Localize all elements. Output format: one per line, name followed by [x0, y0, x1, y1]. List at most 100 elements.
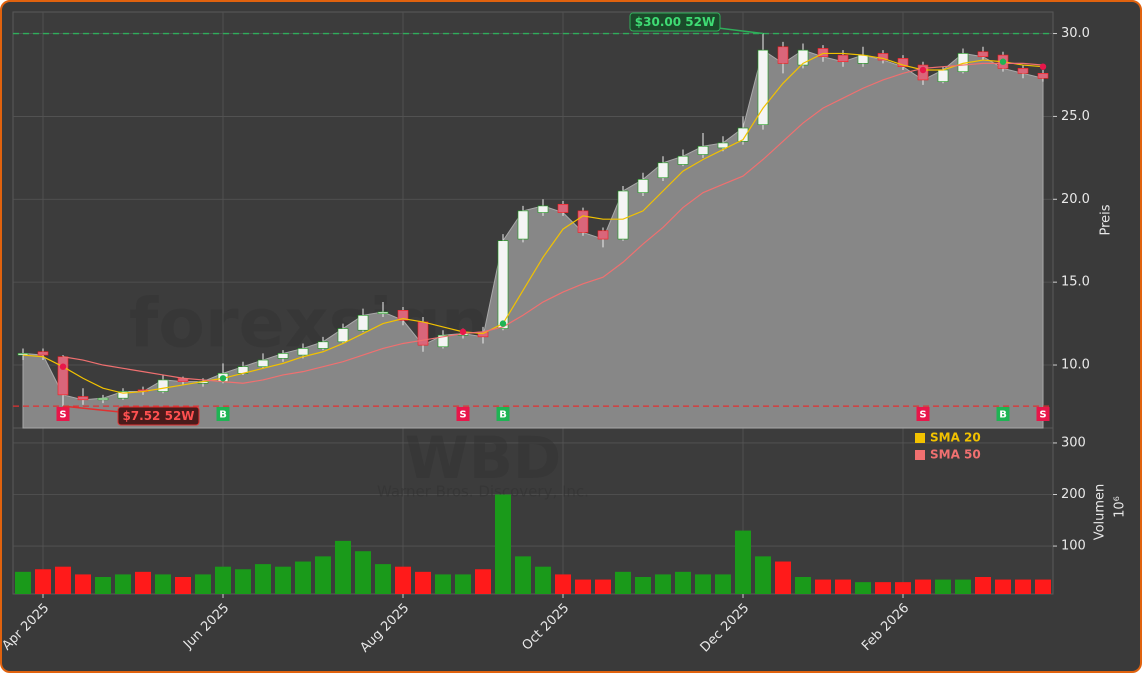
label-box	[629, 12, 721, 32]
volume-bar	[235, 569, 251, 594]
volume-bar	[215, 566, 231, 594]
watermark: WBD	[405, 424, 561, 492]
y-tick-label: 30.0	[1061, 26, 1090, 41]
signal-label: B	[499, 410, 507, 421]
candle-body	[777, 46, 789, 64]
volume-bar	[435, 574, 451, 594]
volume-bar	[955, 579, 971, 594]
arrow	[717, 27, 764, 35]
candle-body	[817, 48, 829, 58]
legend-label: SMA 50	[930, 448, 981, 462]
signal-label: S	[59, 410, 66, 421]
candle-body	[757, 49, 769, 126]
signal-label: B	[219, 410, 227, 421]
volume-bar	[555, 574, 571, 594]
y-tick-label: 20.0	[1061, 192, 1090, 207]
y-tick-label: 10.0	[1061, 358, 1090, 373]
volume-bar	[575, 579, 591, 594]
candle-body	[617, 190, 629, 240]
label-box	[117, 406, 200, 426]
signal-dot	[1039, 63, 1047, 70]
volume-bar	[595, 579, 611, 594]
volume-bar	[155, 574, 171, 594]
volume-bar	[415, 571, 431, 594]
candle-body	[737, 127, 749, 142]
volume-bar	[715, 574, 731, 594]
volume-bar	[95, 576, 111, 594]
watermark: Warner Bros. Discovery, Inc.	[377, 483, 589, 501]
signal-dot	[459, 328, 467, 336]
candle-body	[977, 51, 989, 58]
y-tick-label: 100	[1061, 539, 1086, 554]
volume-bar	[655, 574, 671, 594]
sma-line	[62, 62, 1044, 384]
y-tick-label: 25.0	[1061, 109, 1090, 124]
volume-bar	[835, 579, 851, 594]
signal-marker	[216, 407, 230, 421]
signal-marker	[1036, 407, 1050, 421]
candle-body	[657, 162, 669, 179]
candle-body	[257, 359, 269, 367]
low-52w-label: $7.52 52W	[122, 409, 194, 423]
candle-body	[37, 351, 49, 356]
candle-body	[57, 356, 69, 396]
candle-body	[157, 379, 169, 392]
candle-body	[377, 311, 389, 314]
candle-body	[877, 53, 889, 61]
signal-dot	[219, 375, 227, 382]
volume-bar	[35, 569, 51, 594]
candle-body	[117, 391, 129, 399]
candle-body	[557, 203, 569, 213]
candle-body	[397, 310, 409, 321]
signal-label: S	[919, 410, 926, 421]
volume-bar	[375, 564, 391, 594]
volume-bar	[795, 576, 811, 594]
sma-line	[22, 52, 1044, 394]
volume-bar	[875, 582, 891, 594]
candle-body	[277, 353, 289, 359]
y-axis-label: Volumen	[1093, 484, 1108, 541]
volume-bar	[295, 561, 311, 594]
volume-bar	[255, 564, 271, 594]
signal-dot	[499, 320, 507, 327]
candle-body	[837, 54, 849, 63]
signal-label: B	[999, 410, 1007, 421]
candle-body	[597, 230, 609, 240]
signal-label: S	[459, 410, 466, 421]
volume-bar	[895, 582, 911, 594]
volume-bar	[115, 574, 131, 594]
candle-body	[317, 341, 329, 349]
signal-dot	[919, 66, 927, 74]
volume-bar	[475, 569, 491, 594]
volume-bar	[975, 576, 991, 594]
volume-bar	[15, 571, 31, 594]
candle-body	[677, 155, 689, 165]
candle-body	[517, 210, 529, 240]
candle-body	[77, 396, 89, 401]
volume-bar	[175, 576, 191, 594]
volume-bar	[775, 561, 791, 594]
volume-bar	[315, 556, 331, 594]
volume-bar	[615, 571, 631, 594]
volume-bar	[635, 576, 651, 594]
candle-body	[1037, 73, 1049, 79]
volume-bar	[535, 566, 551, 594]
volume-bar	[495, 494, 511, 594]
signal-dot	[999, 58, 1007, 65]
volume-bar	[815, 579, 831, 594]
candle-body	[857, 54, 869, 64]
axis-offset: 10⁶	[1113, 496, 1128, 518]
volume-bar	[455, 574, 471, 594]
volume-bar	[735, 530, 751, 594]
signal-marker	[56, 407, 70, 421]
signal-marker	[456, 407, 470, 421]
volume-bar	[355, 551, 371, 594]
candle-body	[417, 321, 429, 346]
volume-bar	[995, 579, 1011, 594]
signal-marker	[916, 407, 930, 421]
candle-body	[297, 348, 309, 356]
candle-body	[717, 142, 729, 149]
candle-body	[497, 240, 509, 329]
volume-bar	[675, 571, 691, 594]
